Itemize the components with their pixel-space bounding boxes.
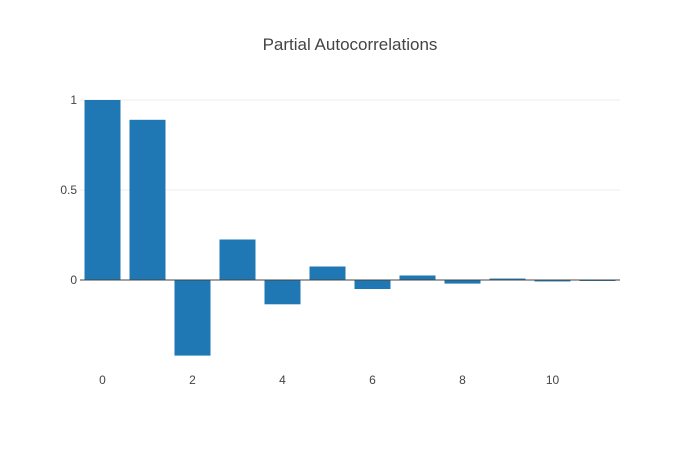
pacf-bar xyxy=(444,280,481,284)
y-tick-label: 0.5 xyxy=(60,183,77,197)
y-tick-label: 0 xyxy=(70,273,77,287)
x-tick-label: 8 xyxy=(459,373,466,387)
grid-lines xyxy=(80,99,620,191)
pacf-bar xyxy=(354,280,391,289)
chart-title: Partial Autocorrelations xyxy=(263,35,438,54)
x-tick-label: 10 xyxy=(546,373,560,387)
x-axis-ticks: 0 2 4 6 8 10 xyxy=(99,373,559,387)
y-tick-label: 1 xyxy=(70,93,77,107)
pacf-bar xyxy=(264,280,301,305)
pacf-bar xyxy=(129,119,166,280)
pacf-bar xyxy=(219,239,256,280)
pacf-bar xyxy=(489,278,526,280)
x-tick-label: 2 xyxy=(189,373,196,387)
pacf-bar xyxy=(84,100,121,280)
y-axis-ticks: 00.51 xyxy=(60,93,77,287)
pacf-bar xyxy=(534,280,571,282)
x-tick-label: 4 xyxy=(279,373,286,387)
x-tick-label: 6 xyxy=(369,373,376,387)
pacf-bar xyxy=(399,275,436,280)
bars xyxy=(84,100,616,356)
pacf-bar xyxy=(309,266,346,280)
x-tick-label: 0 xyxy=(99,373,106,387)
pacf-bar xyxy=(174,280,211,356)
